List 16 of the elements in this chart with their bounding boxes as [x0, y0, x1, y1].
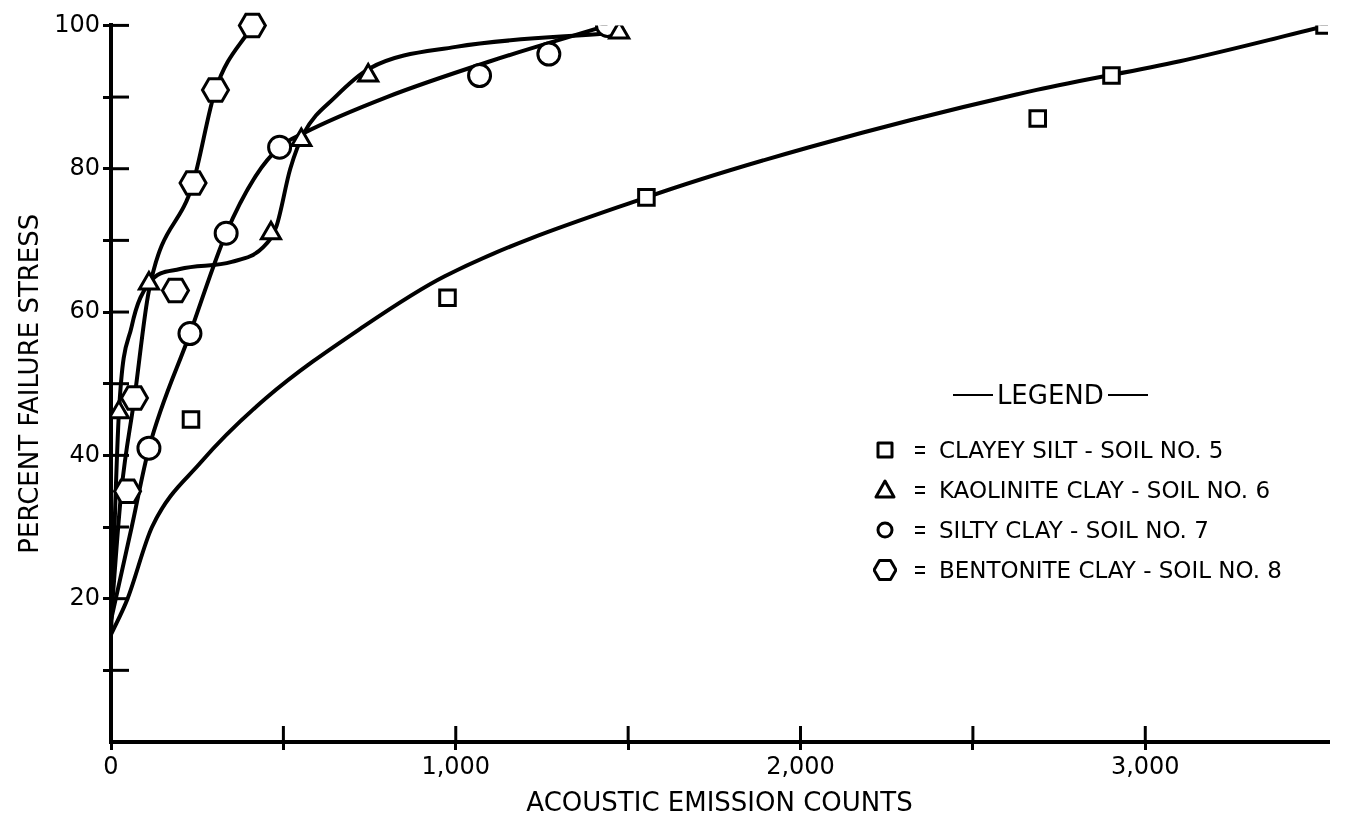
legend-label: CLAYEY SILT - SOIL NO. 5	[938, 436, 1224, 463]
legend-title: LEGEND	[996, 379, 1104, 410]
x-tick-label: 3,000	[1110, 752, 1180, 781]
y-tick-label: 100	[54, 9, 101, 38]
x-tick-label: 1,000	[421, 752, 491, 781]
legend-label: KAOLINITE CLAY - SOIL NO. 6	[938, 476, 1271, 503]
y-tick-label: 60	[69, 296, 101, 325]
y-tick-label: 80	[69, 152, 101, 181]
x-tick-label: 0	[103, 752, 119, 781]
y-tick-label: 40	[69, 439, 101, 468]
y-axis-title: PERCENT FAILURE STRESS	[14, 213, 45, 554]
x-axis-title: ACOUSTIC EMISSION COUNTS	[526, 787, 913, 818]
legend-label: BENTONITE CLAY - SOIL NO. 8	[938, 556, 1282, 583]
y-tick-label: 20	[69, 582, 101, 611]
legend-label: SILTY CLAY - SOIL NO. 7	[938, 516, 1209, 543]
x-tick-label: 2,000	[766, 752, 835, 781]
